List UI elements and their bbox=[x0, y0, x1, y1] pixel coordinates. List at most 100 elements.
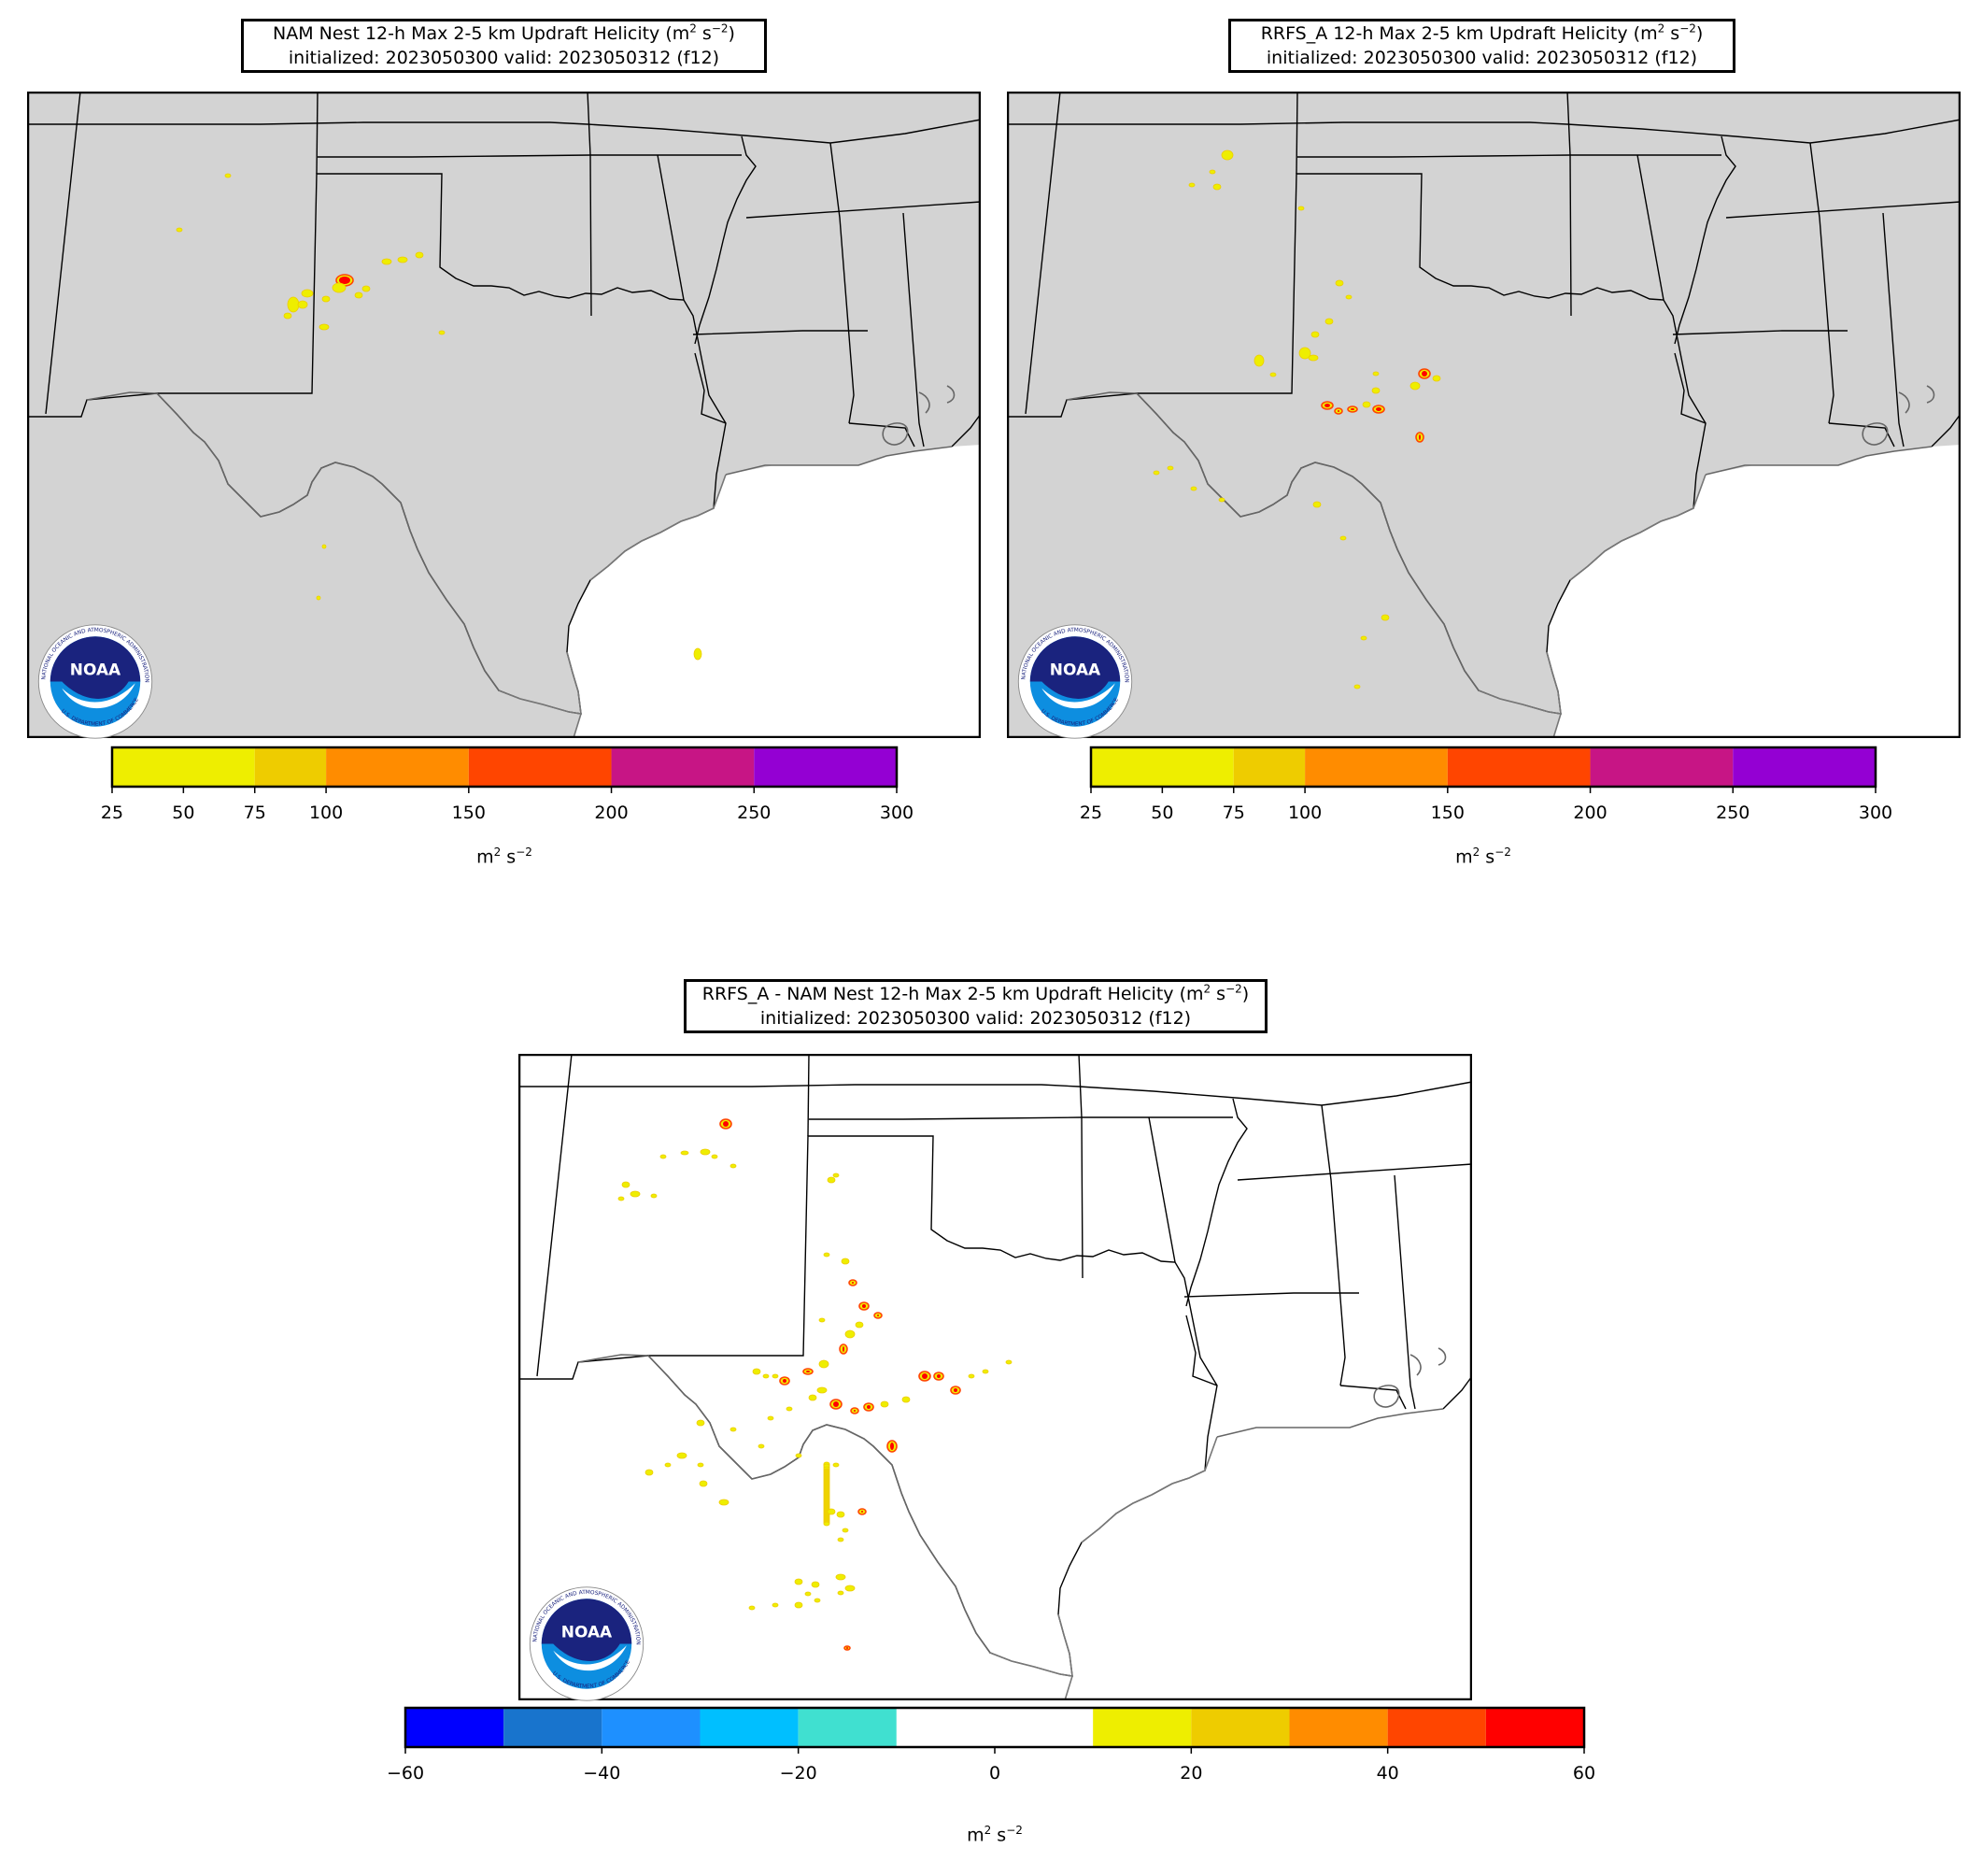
coastline bbox=[577, 1354, 649, 1363]
noaa-wordmark: NOAA bbox=[1050, 660, 1101, 678]
colorbar-tick-label: 150 bbox=[1431, 803, 1465, 823]
uh-cell bbox=[676, 1452, 687, 1459]
uh-cell bbox=[1298, 347, 1311, 360]
uh-cell bbox=[772, 1602, 779, 1608]
uh-cell bbox=[659, 1154, 667, 1159]
uh-cell bbox=[1312, 501, 1322, 508]
colorbar-nam: 25 50 75 100 150 200 250 300 bbox=[101, 746, 914, 823]
uh-cell bbox=[680, 1150, 689, 1156]
colorbar-segment bbox=[1733, 747, 1876, 787]
uh-cell bbox=[1409, 381, 1421, 391]
uh-cell bbox=[982, 1369, 989, 1374]
colorbar-segment bbox=[1387, 1708, 1486, 1747]
panel-title-rrfs: RRFS_A 12-h Max 2-5 km Updraft Helicity … bbox=[1228, 19, 1735, 73]
coastline bbox=[1926, 385, 1935, 404]
uh-cell bbox=[795, 1453, 802, 1458]
uh-cell bbox=[1269, 372, 1277, 377]
state-border bbox=[1674, 352, 1707, 424]
state-border bbox=[694, 352, 727, 424]
state-border bbox=[1931, 413, 1961, 448]
uh-cell-core bbox=[723, 1121, 729, 1127]
coastline-tx bbox=[566, 474, 727, 715]
uh-cell bbox=[1362, 401, 1371, 408]
map-frame bbox=[1007, 92, 1961, 738]
colorbar-frame bbox=[1089, 746, 1877, 789]
uh-cell-core bbox=[862, 1304, 866, 1308]
state-border bbox=[1636, 154, 1664, 301]
uh-cell bbox=[844, 1585, 856, 1592]
uh-cell-core bbox=[1324, 404, 1330, 407]
colorbar-segment bbox=[112, 747, 255, 787]
uh-cell bbox=[837, 1590, 844, 1596]
state-border bbox=[518, 1081, 1472, 1106]
uh-cell bbox=[752, 1368, 761, 1375]
state-border bbox=[1674, 135, 1736, 345]
colorbar-tick-label: 250 bbox=[737, 803, 771, 823]
uh-cell bbox=[1308, 354, 1319, 362]
uh-cell bbox=[808, 1394, 817, 1401]
colorbar-frame bbox=[110, 746, 899, 789]
noaa-top bbox=[1029, 636, 1121, 699]
colorbar-tick-label: 0 bbox=[989, 1763, 1000, 1784]
noaa-gull bbox=[1041, 683, 1115, 709]
uh-cell bbox=[696, 1419, 705, 1427]
uh-cell bbox=[1432, 375, 1441, 382]
uh-cell bbox=[438, 330, 446, 335]
uh-cell bbox=[901, 1396, 911, 1403]
coastline bbox=[1705, 446, 1933, 476]
coastline bbox=[86, 391, 158, 401]
uh-cell bbox=[650, 1193, 658, 1199]
uh-cell bbox=[1190, 486, 1197, 491]
map-layer bbox=[1007, 92, 1961, 738]
uh-cell-core bbox=[339, 277, 350, 284]
state-border bbox=[1725, 201, 1961, 219]
colorbar-segment bbox=[1233, 747, 1306, 787]
uh-cell bbox=[1254, 354, 1265, 367]
uh-cell bbox=[354, 291, 363, 299]
noaa-gull bbox=[553, 1645, 627, 1671]
noaa-top bbox=[50, 636, 141, 699]
state-border bbox=[807, 1054, 810, 1137]
coastline bbox=[918, 391, 930, 414]
map-nam bbox=[27, 92, 981, 738]
colorbar-tick-label: 100 bbox=[309, 803, 343, 823]
coastline bbox=[946, 385, 956, 404]
uh-cell bbox=[1188, 182, 1196, 188]
uh-cell bbox=[1339, 535, 1347, 541]
panel-title-nam: NAM Nest 12-h Max 2-5 km Updraft Helicit… bbox=[241, 19, 767, 73]
coastline bbox=[1409, 1354, 1422, 1376]
uh-cell bbox=[837, 1537, 844, 1542]
state-border bbox=[1237, 1163, 1472, 1181]
colorbar-tick-label: 25 bbox=[1080, 803, 1102, 823]
uh-cell bbox=[1218, 497, 1225, 503]
state-border bbox=[902, 212, 925, 448]
noaa-wordmark: NOAA bbox=[561, 1622, 613, 1641]
colorbar-segment bbox=[754, 747, 897, 787]
state-border bbox=[1007, 119, 1961, 144]
state-border bbox=[809, 1116, 1083, 1120]
uh-cell-core bbox=[890, 1443, 894, 1450]
colorbar-segment bbox=[1191, 1708, 1290, 1747]
state-border bbox=[848, 422, 915, 448]
map-layer bbox=[518, 1054, 1472, 1700]
state-border bbox=[745, 201, 981, 219]
colorbar-tick-label: −20 bbox=[780, 1763, 817, 1784]
state-border bbox=[27, 392, 158, 418]
colorbar-tick-label: 300 bbox=[1859, 803, 1892, 823]
uh-cell bbox=[786, 1406, 793, 1412]
uh-cell bbox=[301, 289, 314, 298]
state-border bbox=[1339, 1385, 1407, 1410]
state-border bbox=[829, 142, 855, 424]
coastline bbox=[1862, 422, 1889, 446]
colorbar-segment bbox=[254, 747, 327, 787]
noaa-wordmark: NOAA bbox=[70, 660, 121, 678]
state-border bbox=[1828, 422, 1895, 448]
colorbar-segment bbox=[1485, 1708, 1584, 1747]
uh-cell bbox=[321, 544, 327, 549]
uh-cell bbox=[319, 323, 330, 331]
colorbar-tick-label: 50 bbox=[1151, 803, 1173, 823]
coastline-tx bbox=[1546, 474, 1707, 715]
uh-cell bbox=[816, 1386, 828, 1394]
uh-cell bbox=[617, 1196, 625, 1201]
